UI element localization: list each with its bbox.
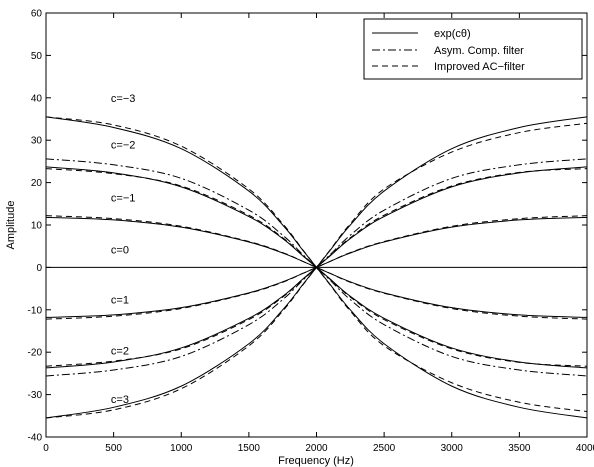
series-c2-dashed bbox=[45, 168, 588, 367]
curve-label: c=−1 bbox=[111, 193, 135, 205]
x-tick-label: 1500 bbox=[238, 443, 261, 454]
curve-label: c=2 bbox=[111, 345, 129, 357]
legend-entry-improved-ac-filter: Improved AC−filter bbox=[434, 61, 525, 73]
x-tick-label: 3000 bbox=[441, 443, 464, 454]
plot-area bbox=[45, 12, 588, 438]
curve-label: c=3 bbox=[111, 394, 129, 406]
y-tick-label: 0 bbox=[36, 263, 42, 274]
x-axis-label: Frequency (Hz) bbox=[278, 455, 354, 467]
x-tick-label: 0 bbox=[43, 443, 49, 454]
y-tick-label: 50 bbox=[31, 51, 43, 62]
legend-box bbox=[363, 18, 583, 80]
y-tick-label: -20 bbox=[28, 348, 43, 359]
series-layer bbox=[45, 116, 588, 419]
legend-entry-asym-comp-filter: Asym. Comp. filter bbox=[434, 45, 524, 57]
x-tick-label: 2000 bbox=[305, 443, 328, 454]
series-c-1-dashed bbox=[45, 215, 588, 320]
x-tick-label: 1000 bbox=[170, 443, 193, 454]
series-c1-dashed bbox=[45, 215, 588, 320]
x-tick-label: 4000 bbox=[576, 443, 594, 454]
legend-entry-exp: exp(cθ) bbox=[434, 28, 471, 40]
y-tick-label: 40 bbox=[31, 93, 43, 104]
curve-label: c=−3 bbox=[111, 93, 135, 105]
y-tick-label: 20 bbox=[31, 178, 43, 189]
y-axis-label: Amplitude bbox=[5, 201, 17, 250]
x-tick-label: 500 bbox=[105, 443, 122, 454]
series-c-2-dashed bbox=[45, 168, 588, 367]
x-tick-label: 3500 bbox=[508, 443, 531, 454]
x-tick-label: 2500 bbox=[373, 443, 396, 454]
y-tick-label: 10 bbox=[31, 221, 43, 232]
curve-label: c=0 bbox=[111, 244, 129, 256]
legend: exp(cθ) Asym. Comp. filter Improved AC−f… bbox=[363, 18, 583, 80]
axis-ticks: 05001000150020002500300035004000-40-30-2… bbox=[28, 9, 594, 455]
y-tick-label: -10 bbox=[28, 305, 43, 316]
y-tick-label: 60 bbox=[31, 9, 43, 20]
y-tick-label: -30 bbox=[28, 390, 43, 401]
y-tick-label: 30 bbox=[31, 136, 43, 147]
curve-label: c=1 bbox=[111, 294, 129, 306]
curve-annotations: c=−3 c=−2 c=−1 c=0 c=1 c=2 c=3 bbox=[111, 93, 135, 406]
curve-label: c=−2 bbox=[111, 140, 135, 152]
y-tick-label: -40 bbox=[28, 433, 43, 444]
